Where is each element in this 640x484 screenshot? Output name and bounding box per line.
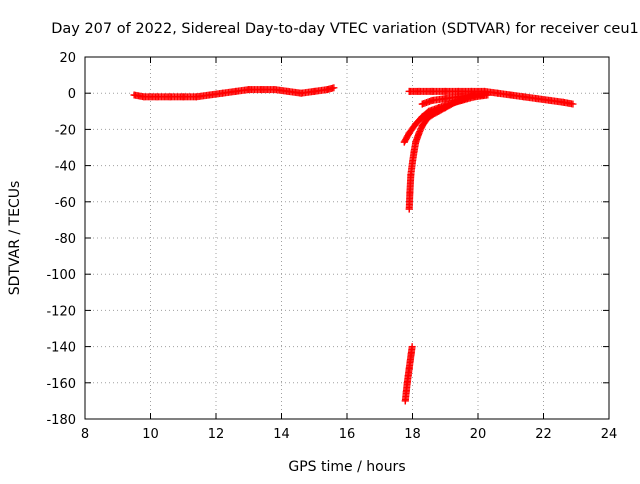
data-layer bbox=[130, 84, 577, 405]
data-point bbox=[435, 104, 443, 112]
plot-frame bbox=[84, 56, 610, 420]
x-tick-label: 8 bbox=[81, 427, 89, 442]
data-point bbox=[405, 87, 413, 95]
data-point bbox=[310, 87, 318, 95]
series-track-evening-flat bbox=[405, 87, 577, 108]
data-point bbox=[428, 96, 436, 104]
x-tick-label: 22 bbox=[535, 427, 552, 442]
data-point bbox=[323, 86, 331, 94]
data-point bbox=[297, 89, 305, 97]
data-point bbox=[166, 93, 174, 101]
data-point bbox=[441, 87, 449, 95]
y-tick-label: -180 bbox=[46, 413, 76, 428]
data-point bbox=[454, 93, 462, 101]
data-point bbox=[205, 91, 213, 99]
data-point bbox=[520, 93, 528, 101]
data-point bbox=[245, 86, 253, 94]
y-tick-label: -20 bbox=[55, 123, 76, 138]
y-tick-label: -80 bbox=[55, 232, 76, 247]
data-point bbox=[441, 95, 449, 103]
x-tick-label: 10 bbox=[142, 427, 159, 442]
grid-layer bbox=[85, 57, 609, 419]
tick-layer: 8 10 12 14 16 18 20 22 24 20 0 -20 -40 -60 -80 -100 -120… bbox=[46, 51, 617, 442]
y-axis-label: SDTVAR / TECUs bbox=[7, 181, 23, 296]
data-point bbox=[418, 122, 426, 130]
data-point bbox=[271, 86, 279, 94]
data-point bbox=[402, 388, 410, 396]
x-tick-label: 18 bbox=[404, 427, 421, 442]
data-point bbox=[425, 107, 433, 115]
x-tick-label: 12 bbox=[208, 427, 225, 442]
y-tick-label: -40 bbox=[55, 160, 76, 175]
data-point bbox=[410, 147, 418, 155]
data-point bbox=[406, 357, 414, 365]
y-tick-label: -140 bbox=[46, 341, 76, 356]
data-point bbox=[130, 91, 138, 99]
data-point bbox=[403, 379, 411, 387]
data-point bbox=[467, 91, 475, 99]
data-point bbox=[569, 100, 577, 108]
data-point bbox=[428, 87, 436, 95]
data-point bbox=[140, 93, 148, 101]
y-tick-label: -160 bbox=[46, 377, 76, 392]
data-point bbox=[415, 87, 423, 95]
data-point bbox=[412, 138, 420, 146]
y-tick-label: 20 bbox=[59, 51, 76, 66]
series-track-recovery-b bbox=[418, 91, 489, 108]
data-point bbox=[400, 138, 408, 146]
data-point bbox=[533, 95, 541, 103]
data-point bbox=[418, 113, 426, 121]
x-tick-label: 16 bbox=[339, 427, 356, 442]
data-point bbox=[219, 89, 227, 97]
data-point bbox=[406, 189, 414, 197]
data-point bbox=[192, 93, 200, 101]
data-point bbox=[507, 91, 515, 99]
x-tick-label: 14 bbox=[273, 427, 290, 442]
data-point bbox=[404, 372, 412, 380]
data-point bbox=[405, 129, 413, 137]
data-point bbox=[284, 87, 292, 95]
data-point bbox=[481, 91, 489, 99]
series-track-deep-dip bbox=[401, 343, 416, 405]
data-point bbox=[401, 397, 409, 405]
data-point bbox=[153, 93, 161, 101]
x-tick-label: 24 bbox=[601, 427, 618, 442]
data-point bbox=[418, 100, 426, 108]
data-point bbox=[408, 343, 416, 351]
y-tick-label: -60 bbox=[55, 196, 76, 211]
data-point bbox=[409, 158, 416, 166]
y-tick-label: -100 bbox=[46, 268, 76, 283]
chart-title: Day 207 of 2022, Sidereal Day-to-day VTE… bbox=[51, 21, 639, 37]
data-point bbox=[546, 96, 554, 104]
data-point bbox=[407, 350, 415, 358]
x-tick-label: 20 bbox=[470, 427, 487, 442]
series-track-morning bbox=[130, 84, 338, 101]
data-point bbox=[412, 120, 420, 128]
data-point bbox=[559, 98, 567, 106]
data-point bbox=[405, 364, 413, 372]
data-point bbox=[330, 84, 338, 92]
data-point bbox=[232, 87, 240, 95]
data-point bbox=[179, 93, 187, 101]
data-point bbox=[405, 205, 413, 213]
x-axis-label: GPS time / hours bbox=[288, 459, 405, 475]
data-point bbox=[415, 129, 423, 137]
data-point bbox=[258, 86, 266, 94]
data-point bbox=[407, 171, 415, 179]
y-tick-label: 0 bbox=[68, 87, 76, 102]
data-point bbox=[494, 89, 502, 97]
y-tick-label: -120 bbox=[46, 304, 76, 319]
